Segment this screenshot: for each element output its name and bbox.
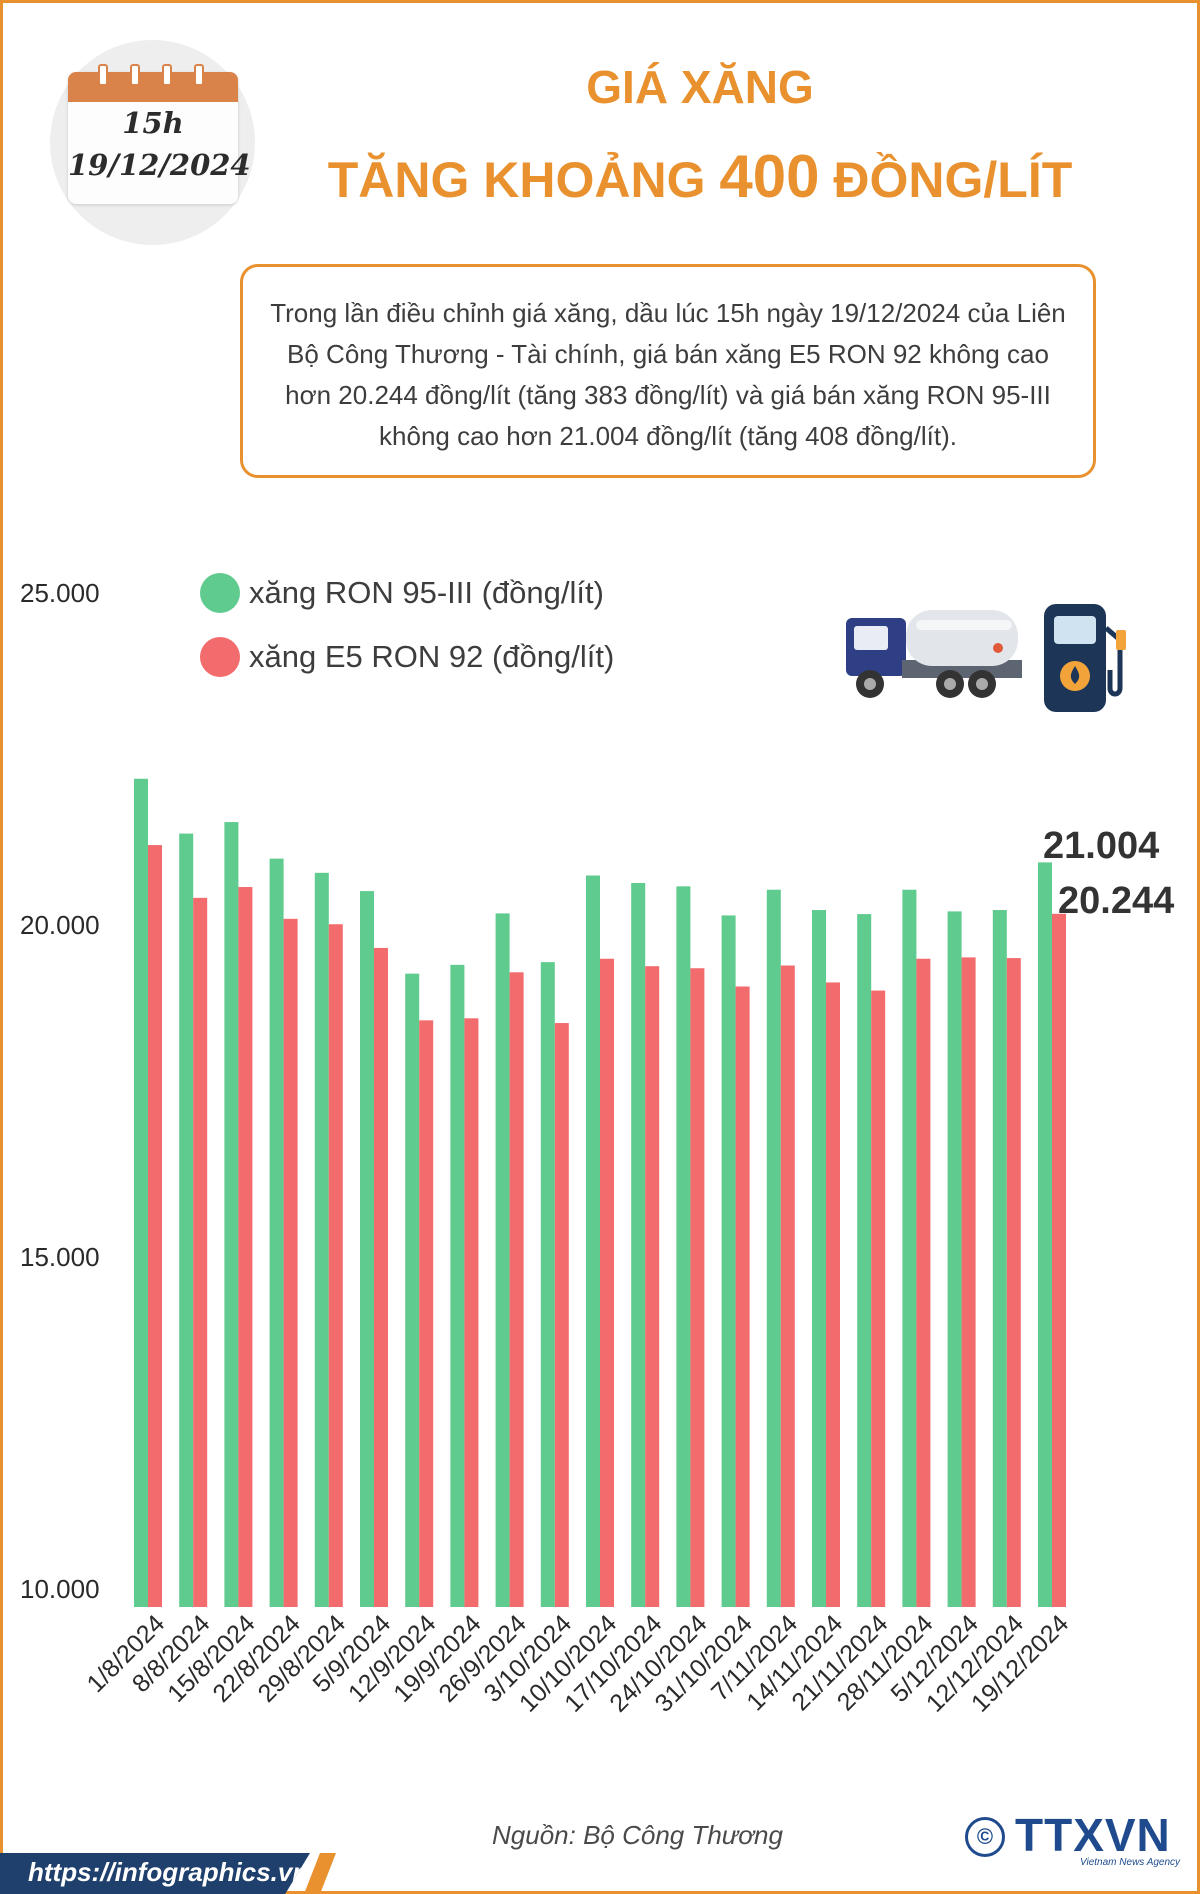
calendar-ring (130, 64, 140, 86)
bar-ron95 (405, 973, 420, 1607)
legend-label: xăng E5 RON 92 (đồng/lít) (249, 639, 615, 674)
bar-ron95 (360, 891, 374, 1607)
badge-time: 15h (122, 106, 184, 140)
y-tick-label: 25.000 (20, 578, 100, 608)
bar-e5 (328, 924, 343, 1607)
bar-e5 (645, 966, 660, 1607)
ttxvn-logo: TTXVN (1015, 1809, 1171, 1861)
bar-ron95 (269, 858, 284, 1607)
calendar-ring (194, 64, 204, 86)
url-link[interactable]: https://infographics.vn (28, 1857, 309, 1887)
x-axis-labels: 1/8/20248/8/202415/8/202422/8/202429/8/2… (82, 1609, 1075, 1717)
bar-e5 (961, 957, 976, 1607)
bar-e5 (916, 958, 931, 1607)
bar-ron95 (540, 962, 555, 1607)
bar-chart: 1/8/20248/8/202415/8/202422/8/202429/8/2… (82, 778, 1075, 1718)
copyright-icon: © (965, 1817, 1005, 1857)
bar-e5 (464, 1018, 479, 1607)
bar-e5 (554, 1023, 569, 1607)
page-title: GIÁ XĂNG (586, 61, 814, 113)
bar-ron95 (224, 822, 239, 1607)
bar-ron95 (1038, 862, 1052, 1607)
annotation-ron95-value: 21.004 (1043, 825, 1160, 867)
bar-ron95 (314, 872, 329, 1607)
bar-e5 (374, 947, 388, 1607)
bar-ron95 (721, 915, 736, 1607)
bar-ron95 (857, 914, 872, 1607)
page-subtitle: TĂNG KHOẢNG 400 ĐỒNG/LÍT (300, 142, 1100, 211)
bar-ron95 (676, 886, 691, 1607)
subtitle-number: 400 (719, 143, 820, 210)
bar-ron95 (586, 875, 600, 1607)
bar-ron95 (992, 910, 1007, 1607)
bar-e5 (419, 1020, 434, 1607)
bar-e5 (690, 968, 705, 1607)
legend-dot (200, 573, 240, 613)
bar-e5 (148, 845, 162, 1607)
bar-e5 (1006, 958, 1021, 1607)
bar-ron95 (631, 882, 646, 1607)
badge-date: 19/12/2024 (68, 148, 251, 182)
bar-e5 (600, 958, 614, 1607)
bar-e5 (509, 972, 524, 1607)
url-bar[interactable]: https://infographics.vn (0, 1853, 310, 1894)
y-tick-label: 10.000 (20, 1574, 100, 1604)
ttxvn-logo-subtext: Vietnam News Agency (1080, 1857, 1181, 1868)
bar-ron95 (812, 910, 826, 1607)
bar-ron95 (902, 889, 917, 1607)
calendar-header (68, 72, 238, 102)
subtitle-suffix: ĐỒNG/LÍT (819, 152, 1073, 208)
y-tick-label: 20.000 (20, 910, 100, 940)
subtitle-prefix: TĂNG KHOẢNG (327, 152, 720, 208)
source-text: Nguồn: Bộ Công Thương (492, 1820, 783, 1850)
annotation-e5-value: 20.244 (1058, 880, 1175, 922)
calendar-icon: 15h 19/12/2024 (68, 64, 251, 204)
calendar-ring (98, 64, 108, 86)
bar-e5 (826, 982, 840, 1607)
bar-ron95 (947, 911, 962, 1607)
y-tick-label: 15.000 (20, 1242, 100, 1272)
bar-e5 (780, 965, 795, 1607)
legend-label: xăng RON 95-III (đồng/lít) (249, 575, 604, 610)
tanker-truck-icon (846, 610, 1022, 698)
bar-e5 (1052, 913, 1066, 1607)
bar-ron95 (495, 913, 510, 1607)
bar-e5 (238, 887, 253, 1607)
bar-e5 (193, 897, 208, 1607)
description-box: Trong lần điều chỉnh giá xăng, dầu lúc 1… (240, 264, 1096, 478)
bar-e5 (871, 990, 886, 1607)
bar-ron95 (766, 889, 781, 1607)
bar-ron95 (450, 964, 465, 1607)
bar-ron95 (179, 833, 194, 1607)
calendar-ring (162, 64, 172, 86)
fuel-pump-icon (1044, 604, 1126, 712)
bars-group (134, 778, 1066, 1607)
legend-dot (200, 637, 240, 677)
bar-e5 (283, 918, 298, 1607)
bar-ron95 (134, 778, 148, 1607)
bar-e5 (735, 986, 750, 1607)
